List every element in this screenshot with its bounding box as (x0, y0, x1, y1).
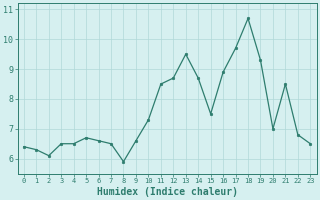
X-axis label: Humidex (Indice chaleur): Humidex (Indice chaleur) (97, 186, 237, 197)
